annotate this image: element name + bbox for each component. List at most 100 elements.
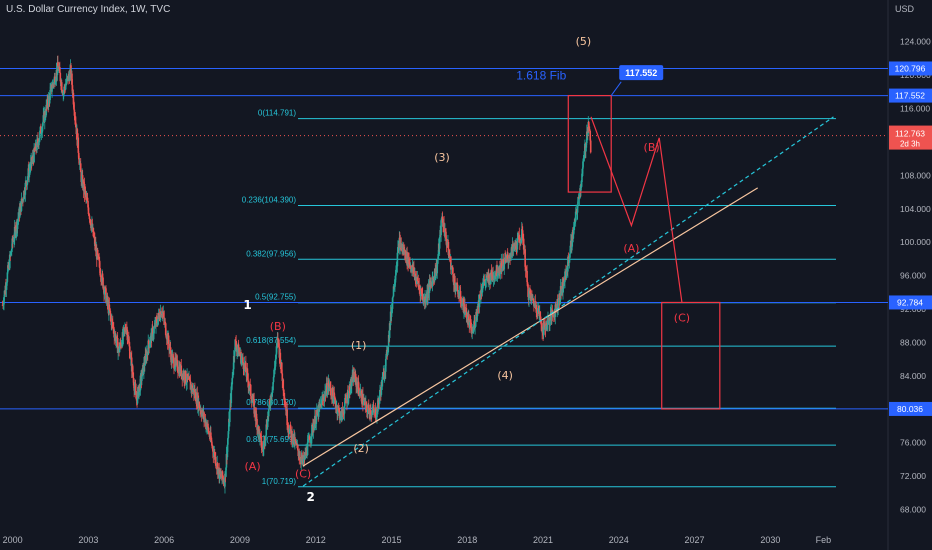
candle-body bbox=[302, 459, 305, 463]
candle-body bbox=[535, 304, 538, 313]
candle-body bbox=[205, 422, 208, 430]
fib-extension-value: 117.552 bbox=[625, 68, 657, 78]
candle-body bbox=[161, 313, 163, 315]
candle-body bbox=[109, 309, 111, 311]
candle-body bbox=[265, 424, 268, 428]
wave-label: (5) bbox=[576, 35, 592, 48]
candle-body bbox=[556, 299, 559, 309]
candle-body bbox=[6, 281, 8, 286]
candle-body bbox=[128, 346, 131, 359]
candle-body bbox=[427, 289, 429, 299]
candle-body bbox=[5, 285, 8, 290]
candle-body bbox=[384, 358, 387, 372]
candle-body bbox=[229, 399, 232, 409]
candle-body bbox=[469, 321, 472, 323]
candle-body bbox=[533, 303, 536, 307]
candle-body bbox=[65, 83, 67, 86]
candle-body bbox=[441, 216, 444, 223]
candle-body bbox=[113, 333, 116, 338]
candle-body bbox=[452, 273, 455, 282]
candle-body bbox=[248, 384, 251, 389]
candle-body bbox=[153, 325, 156, 328]
candle-body bbox=[474, 322, 477, 326]
candle-body bbox=[326, 382, 328, 395]
candle-body bbox=[249, 384, 252, 396]
candle-body bbox=[363, 400, 365, 405]
candle-body bbox=[478, 294, 481, 308]
candle-body bbox=[509, 258, 512, 259]
candle-body bbox=[444, 228, 446, 237]
candle-body bbox=[141, 376, 143, 381]
candle-body bbox=[185, 382, 188, 384]
candle-body bbox=[94, 243, 97, 251]
candle-body bbox=[539, 311, 542, 317]
candle-body bbox=[41, 132, 43, 134]
candle-body bbox=[109, 310, 112, 316]
candle-body bbox=[65, 78, 68, 84]
candle-body bbox=[366, 405, 368, 411]
candle-body bbox=[210, 439, 213, 442]
candle-body bbox=[554, 304, 557, 308]
candle-body bbox=[241, 358, 243, 360]
candle-body bbox=[396, 252, 399, 267]
candle-body bbox=[525, 269, 528, 272]
candle-body bbox=[235, 346, 238, 352]
candle-body bbox=[124, 327, 127, 331]
candle-body bbox=[341, 409, 344, 413]
candle-body bbox=[97, 254, 100, 256]
candle-body bbox=[458, 291, 461, 297]
candle-body bbox=[468, 321, 471, 328]
candle-body bbox=[482, 282, 485, 284]
candle-body bbox=[227, 431, 230, 438]
candle-body bbox=[33, 147, 35, 163]
candle-body bbox=[284, 405, 287, 408]
candle-body bbox=[569, 253, 571, 258]
candle-body bbox=[315, 415, 318, 424]
candle-body bbox=[11, 238, 14, 249]
candle-body bbox=[199, 408, 202, 411]
candle-body bbox=[540, 322, 542, 325]
wave-label: (A) bbox=[245, 460, 261, 473]
candle-body bbox=[105, 288, 107, 303]
candle-body bbox=[208, 432, 211, 437]
candle-body bbox=[38, 141, 40, 146]
candle-body bbox=[470, 332, 473, 334]
candle-body bbox=[115, 336, 118, 341]
candle-body bbox=[215, 465, 218, 467]
candle-body bbox=[338, 408, 340, 411]
candle-body bbox=[524, 266, 527, 272]
current-price-label: 112.763 bbox=[895, 129, 925, 139]
candle-body bbox=[564, 271, 566, 282]
candle-body bbox=[374, 408, 377, 419]
candle-body bbox=[327, 385, 329, 393]
candle-body bbox=[118, 348, 121, 353]
candle-body bbox=[169, 347, 172, 354]
candle-body bbox=[397, 247, 399, 253]
candle-body bbox=[476, 306, 479, 317]
candle-body bbox=[258, 426, 260, 431]
candle-body bbox=[434, 273, 437, 277]
candle-body bbox=[299, 456, 302, 461]
candle-body bbox=[494, 275, 496, 277]
candle-body bbox=[233, 351, 236, 357]
candle-body bbox=[338, 410, 341, 420]
candle-body bbox=[306, 442, 309, 456]
candle-body bbox=[489, 279, 492, 284]
candle-body bbox=[71, 85, 74, 94]
candle-body bbox=[509, 256, 511, 259]
candle-body bbox=[138, 388, 140, 397]
candle-body bbox=[468, 316, 470, 320]
candle-body bbox=[485, 275, 488, 281]
candle-body bbox=[337, 407, 340, 409]
candle-body bbox=[575, 210, 578, 213]
candle-body bbox=[350, 382, 353, 387]
candle-body bbox=[464, 304, 466, 312]
x-tick-label: 2015 bbox=[381, 535, 401, 545]
x-tick-label: 2021 bbox=[533, 535, 553, 545]
candle-body bbox=[23, 190, 26, 196]
candle-body bbox=[76, 129, 79, 146]
candle-body bbox=[201, 412, 203, 417]
candle-body bbox=[393, 284, 396, 289]
candle-body bbox=[399, 239, 402, 248]
